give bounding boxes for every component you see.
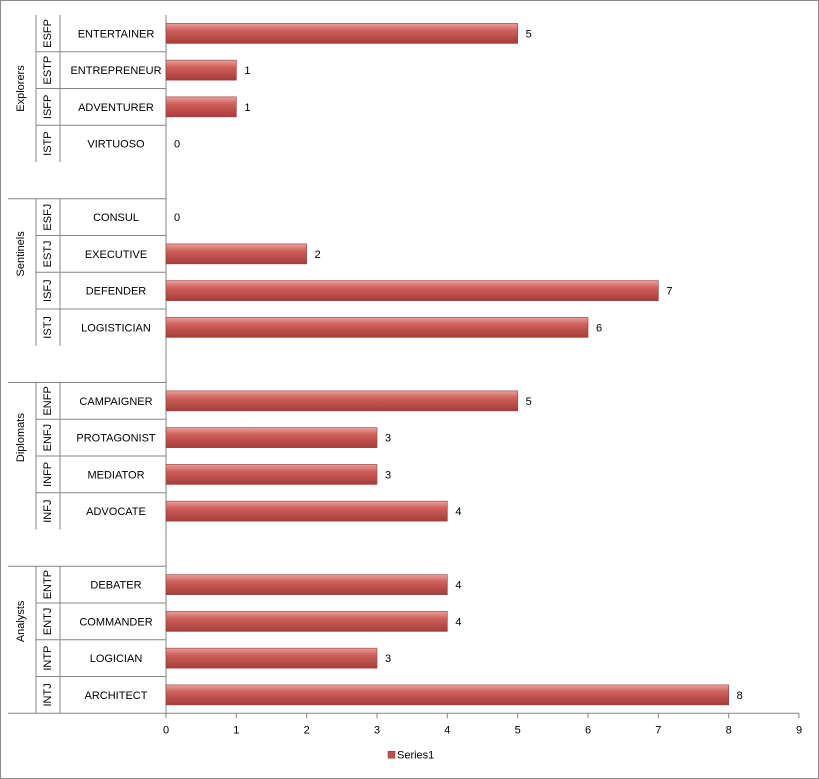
data-label-infj: 4 xyxy=(455,506,461,518)
bar-isfp xyxy=(165,96,237,118)
code-label-esfp: ESFP xyxy=(42,19,54,48)
category-label-estj: EXECUTIVE xyxy=(85,249,147,261)
bar-istj xyxy=(165,317,589,338)
category-label-enfj: PROTAGONIST xyxy=(76,433,156,445)
group-label-explorers: Explorers xyxy=(15,65,27,112)
x-tick-label: 0 xyxy=(163,724,169,736)
category-label-estp: ENTREPRENEUR xyxy=(70,65,161,77)
x-tick-label: 1 xyxy=(233,724,239,736)
category-label-entj: COMMANDER xyxy=(79,616,152,628)
category-label-esfp: ENTERTAINER xyxy=(78,28,155,40)
category-label-istp: VIRTUOSO xyxy=(87,139,145,151)
x-tick-label: 9 xyxy=(796,724,802,736)
code-label-entp: ENTP xyxy=(42,570,54,599)
category-label-infj: ADVOCATE xyxy=(86,506,146,518)
category-label-isfp: ADVENTURER xyxy=(78,102,154,114)
bar-intj xyxy=(165,684,729,706)
code-label-intp: INTP xyxy=(42,646,54,671)
code-label-entj: ENTJ xyxy=(42,608,54,636)
group-label-diplomats: Diplomats xyxy=(15,413,27,462)
category-label-istj: LOGISTICIAN xyxy=(81,322,151,334)
bar-enfp xyxy=(165,390,518,412)
category-label-enfp: CAMPAIGNER xyxy=(79,396,152,408)
bar-infj xyxy=(165,500,448,522)
category-label-intj: ARCHITECT xyxy=(85,690,148,702)
x-tick-label: 4 xyxy=(444,724,450,736)
data-label-istp: 0 xyxy=(174,139,180,151)
code-label-intj: INTJ xyxy=(42,683,54,706)
code-label-istj: ISTJ xyxy=(42,316,54,339)
bar-isfj xyxy=(165,280,659,301)
code-label-enfj: ENFJ xyxy=(42,424,54,452)
code-label-isfj: ISFJ xyxy=(42,279,54,302)
data-label-enfp: 5 xyxy=(526,396,532,408)
bar-infp xyxy=(165,464,378,485)
x-tick-label: 6 xyxy=(585,724,591,736)
code-label-esfj: ESFJ xyxy=(42,204,54,231)
code-label-enfp: ENFP xyxy=(42,386,54,415)
code-label-estj: ESTJ xyxy=(42,240,54,267)
data-label-istj: 6 xyxy=(596,322,602,334)
data-label-estj: 2 xyxy=(315,249,321,261)
data-label-enfj: 3 xyxy=(385,433,391,445)
category-label-isfj: DEFENDER xyxy=(86,286,147,298)
code-label-infj: INFJ xyxy=(42,500,54,523)
data-label-entp: 4 xyxy=(455,580,461,592)
data-label-infp: 3 xyxy=(385,469,391,481)
bar-estj xyxy=(165,243,307,265)
code-label-infp: INFP xyxy=(42,462,54,487)
code-label-istp: ISTP xyxy=(42,131,54,155)
bar-enfj xyxy=(165,427,378,448)
bar-estp xyxy=(165,59,237,81)
x-tick-label: 5 xyxy=(515,724,521,736)
data-label-intp: 3 xyxy=(385,653,391,665)
data-label-isfp: 1 xyxy=(244,102,250,114)
group-label-sentinels: Sentinels xyxy=(15,231,27,277)
data-label-esfp: 5 xyxy=(526,28,532,40)
bar-intp xyxy=(165,647,378,669)
x-tick-label: 3 xyxy=(374,724,380,736)
data-label-intj: 8 xyxy=(737,690,743,702)
group-label-analysts: Analysts xyxy=(15,600,27,642)
category-label-entp: DEBATER xyxy=(90,580,141,592)
x-tick-label: 8 xyxy=(726,724,732,736)
category-label-infp: MEDIATOR xyxy=(87,469,144,481)
category-label-intp: LOGICIAN xyxy=(90,653,143,665)
data-label-isfj: 7 xyxy=(666,286,672,298)
code-label-isfp: ISFP xyxy=(42,95,54,119)
data-label-entj: 4 xyxy=(455,616,461,628)
data-label-estp: 1 xyxy=(244,65,250,77)
bar-esfp xyxy=(165,23,518,44)
legend-label: Series1 xyxy=(397,749,434,761)
category-label-esfj: CONSUL xyxy=(93,212,139,224)
bar-entj xyxy=(165,611,448,632)
bar-entp xyxy=(165,574,448,595)
x-tick-label: 7 xyxy=(655,724,661,736)
data-label-esfj: 0 xyxy=(174,212,180,224)
legend-swatch xyxy=(387,751,396,759)
x-tick-label: 2 xyxy=(304,724,310,736)
code-label-estp: ESTP xyxy=(42,56,54,85)
